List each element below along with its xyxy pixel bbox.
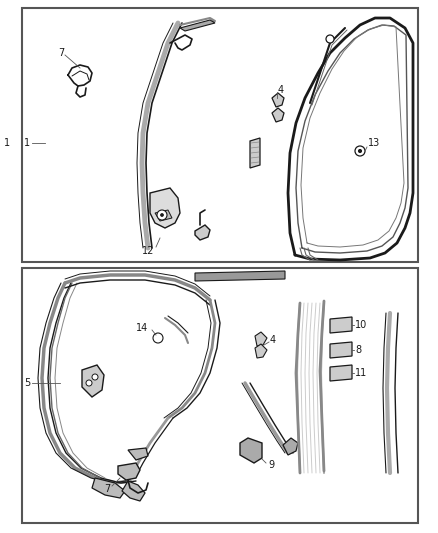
Polygon shape [330,342,352,358]
Circle shape [358,149,361,152]
Polygon shape [272,93,284,107]
Text: 8: 8 [355,345,361,355]
Text: 1: 1 [4,138,10,148]
Polygon shape [122,481,145,501]
Circle shape [92,374,98,380]
Polygon shape [330,317,352,333]
Polygon shape [195,225,210,240]
Text: 1: 1 [24,138,30,148]
Polygon shape [330,365,352,381]
Text: 9: 9 [268,460,274,470]
Polygon shape [255,344,267,358]
Polygon shape [118,463,140,480]
Circle shape [326,35,334,43]
Text: 4: 4 [270,335,276,345]
Polygon shape [272,108,284,122]
Circle shape [86,380,92,386]
Polygon shape [180,20,215,31]
Polygon shape [128,448,148,460]
Text: 4: 4 [278,85,284,95]
Text: 13: 13 [368,138,380,148]
Circle shape [153,333,163,343]
Polygon shape [155,210,172,221]
Circle shape [157,210,167,220]
Polygon shape [92,478,125,498]
Text: 11: 11 [355,368,367,378]
Polygon shape [255,332,267,346]
Polygon shape [283,438,298,455]
Text: 10: 10 [355,320,367,330]
Polygon shape [240,438,262,463]
Polygon shape [250,138,260,168]
Polygon shape [82,365,104,397]
Text: 7: 7 [58,48,64,58]
Text: 12: 12 [142,246,154,256]
Text: 7: 7 [104,484,110,494]
Bar [22,8,418,262]
Polygon shape [195,271,285,281]
Text: 14: 14 [136,323,148,333]
Circle shape [160,214,163,216]
Text: 5: 5 [24,378,30,388]
Polygon shape [150,188,180,228]
Circle shape [355,146,365,156]
Bar [22,268,418,523]
